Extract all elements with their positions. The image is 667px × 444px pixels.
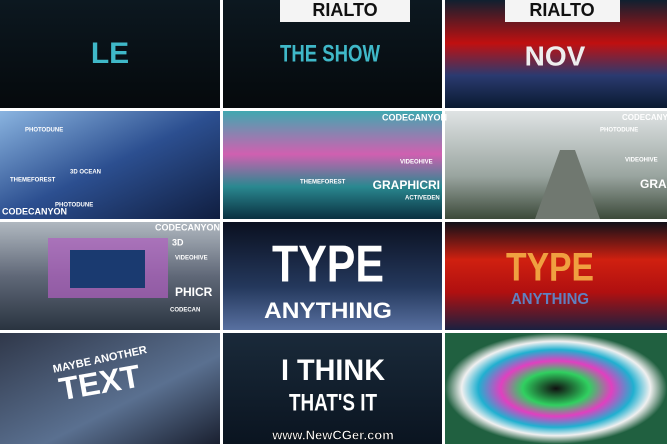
tile-text: LE xyxy=(91,37,129,70)
tile-text: CODECANYON xyxy=(155,222,220,232)
tile xyxy=(0,111,220,219)
tile-text: GRAPHI xyxy=(640,177,667,191)
glitch-frame xyxy=(70,250,145,288)
tile-text: THEMEFOREST xyxy=(10,178,56,184)
tile-text: RIALTO xyxy=(529,0,594,20)
tile-text: ANYTHING xyxy=(511,291,589,308)
tile xyxy=(223,222,442,330)
tile-text: ACTIVEDEN xyxy=(405,196,440,202)
tile-text: TYPE xyxy=(272,236,384,294)
tile-text: 3D OCEAN xyxy=(70,170,101,176)
tile-text: PHOTODUNE xyxy=(25,128,63,134)
tile-text: VIDEOHIVE xyxy=(175,256,208,262)
tile xyxy=(0,333,220,444)
watermark: www.NewCGer.com xyxy=(271,427,394,442)
tile-text: PHOTODUNE xyxy=(55,203,93,209)
tile-text: RIALTO xyxy=(312,0,377,20)
marquee-sign xyxy=(280,0,410,22)
tile-text: VIDEOHIVE xyxy=(400,160,433,166)
tile-text: I THINK xyxy=(281,354,385,387)
tile-text: CODECANYON xyxy=(2,206,67,216)
tile-text: THAT'S IT xyxy=(289,389,377,416)
marquee-sign xyxy=(505,0,620,22)
tile xyxy=(445,333,667,444)
road xyxy=(535,150,600,219)
tile-text: CODECANYON xyxy=(382,112,447,122)
tile xyxy=(0,0,220,108)
tile-text: CODECANYON xyxy=(622,113,667,122)
tile-text: VIDEOHIVE xyxy=(625,158,658,164)
tile-text: PHICR xyxy=(175,285,213,299)
tile-text: THE SHOW xyxy=(280,40,380,67)
tile xyxy=(223,333,442,444)
tile-text: 3D xyxy=(172,237,184,247)
tile-text: NOV xyxy=(525,40,586,71)
tile-text: CODECAN xyxy=(170,308,200,314)
tile-text: PHOTODUNE xyxy=(600,128,638,134)
tile-text: ANYTHING xyxy=(264,298,392,323)
tile-text: THEMEFOREST xyxy=(300,180,346,186)
tile xyxy=(445,222,667,330)
tile-text: TYPE xyxy=(506,246,594,290)
tile-text: GRAPHICRI xyxy=(373,178,440,192)
tile xyxy=(223,111,442,219)
